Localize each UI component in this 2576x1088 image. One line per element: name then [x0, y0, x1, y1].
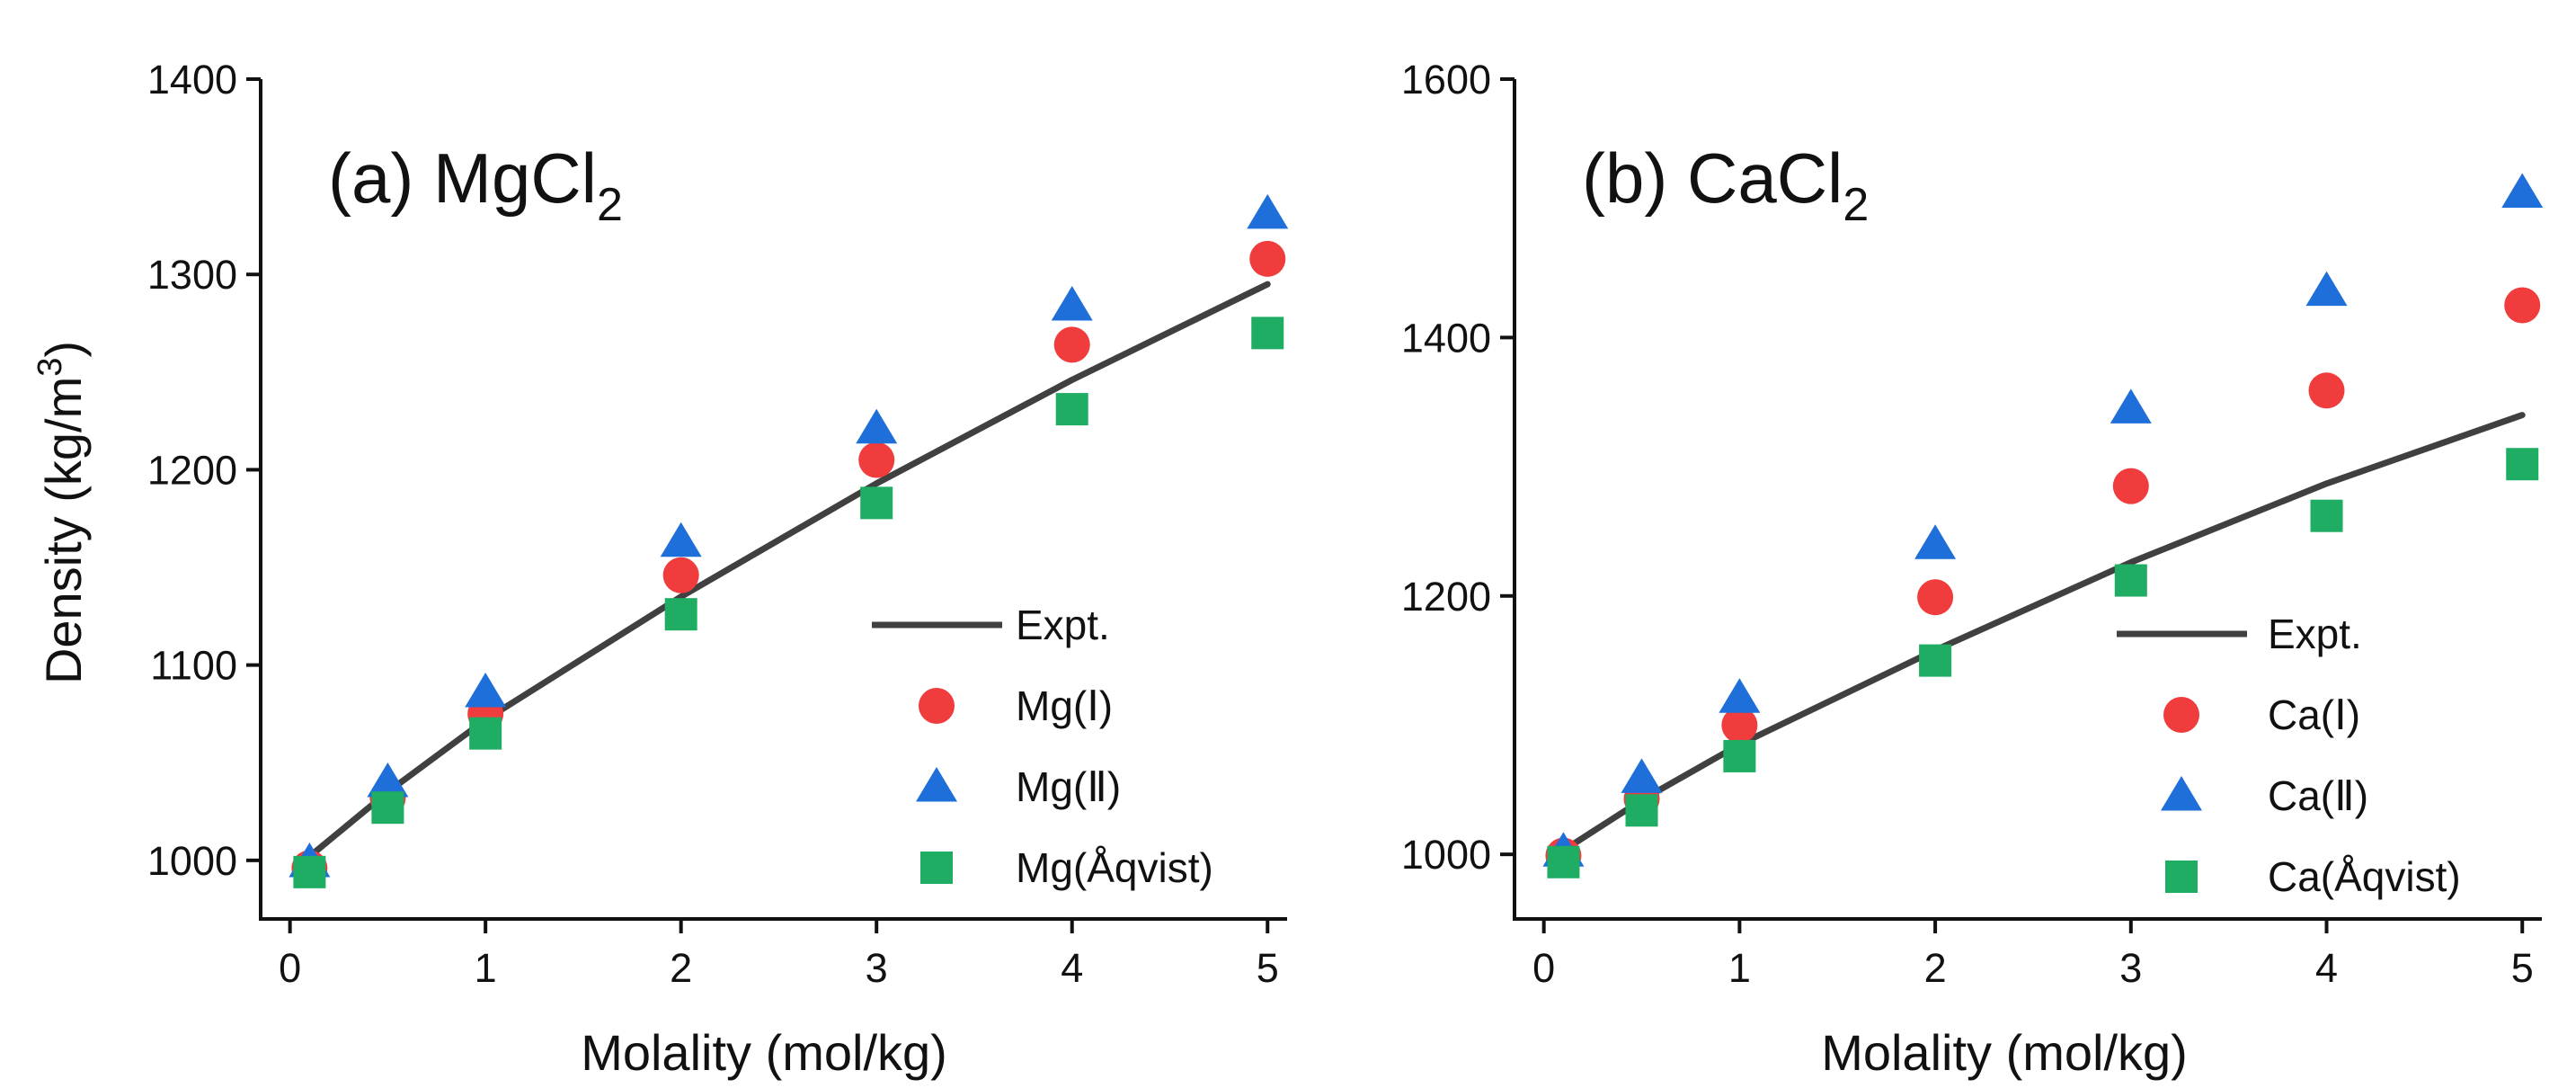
panel-a-mgcl2: (a) MgCl2 Molality (mol/kg) 0 1 2 3 4 5 1000 11… — [147, 57, 1289, 1081]
x-tick-label: 0 — [279, 945, 301, 991]
legend-swatch-mg — [916, 767, 957, 802]
point-mg — [856, 408, 898, 444]
legend-label-ca: Ca(Ⅰ) — [2268, 691, 2360, 738]
series-line-expt — [306, 281, 1271, 860]
point-mg-qvist — [860, 486, 893, 520]
y-tick-label: 1100 — [150, 643, 237, 689]
point-ca — [1621, 758, 1663, 793]
y-tick-label: 1600 — [1401, 57, 1491, 103]
point-mg — [660, 522, 702, 557]
panel-a-title: (a) MgCl2 — [328, 138, 623, 231]
series-line-expt — [1559, 412, 2526, 854]
point-ca — [2504, 287, 2541, 324]
x-tick-label: 4 — [1061, 945, 1083, 991]
point-ca-qvist — [1547, 845, 1580, 878]
point-mg-qvist — [1055, 393, 1088, 426]
point-mg — [1053, 326, 1090, 363]
legend-label-ca-qvist: Ca(Åqvist) — [2268, 853, 2461, 900]
y-tick-label: 1200 — [147, 447, 237, 493]
axes-frame — [1513, 79, 2542, 921]
point-ca — [2110, 388, 2152, 424]
point-ca — [1917, 579, 1954, 616]
y-tick-label: 1400 — [1401, 315, 1491, 361]
point-ca-qvist — [1723, 739, 1756, 772]
point-mg — [367, 762, 409, 798]
point-mg-qvist — [293, 855, 326, 888]
axes-frame — [259, 79, 1287, 921]
point-ca-qvist — [2114, 564, 2147, 597]
x-tick-label: 3 — [2119, 945, 2142, 991]
panel-b-title: (b) CaCl2 — [1582, 138, 1869, 231]
point-mg — [1051, 285, 1093, 321]
point-mg-qvist — [371, 791, 404, 825]
point-ca — [1719, 678, 1761, 713]
point-ca-qvist — [2506, 448, 2539, 481]
point-ca — [2305, 271, 2348, 307]
legend-swatch-mg — [919, 688, 955, 724]
y-axis-title: Density (kg/m3) — [31, 341, 92, 684]
legend-label-expt: Expt. — [2268, 611, 2362, 657]
legend-label-mg-qvist: Mg(Åqvist) — [1016, 844, 1213, 891]
legend-label-ca: Ca(Ⅱ) — [2268, 772, 2368, 819]
point-ca-qvist — [2310, 499, 2343, 532]
point-mg-qvist — [1251, 317, 1284, 350]
point-mg — [1247, 193, 1289, 229]
point-ca — [1721, 707, 1758, 744]
legend-swatch-ca — [2163, 697, 2199, 733]
point-mg — [662, 557, 699, 593]
point-mg — [465, 673, 507, 708]
x-tick-label: 1 — [475, 945, 497, 991]
point-mg — [1249, 240, 1286, 277]
panel-b-x-axis-title: Molality (mol/kg) — [1821, 1024, 2188, 1081]
legend-swatch-ca — [2161, 776, 2202, 811]
legend-label-mg: Mg(Ⅱ) — [1016, 763, 1121, 810]
point-ca-qvist — [1919, 644, 1952, 677]
point-ca — [2501, 173, 2544, 208]
point-mg — [858, 441, 895, 478]
x-tick-label: 4 — [2315, 945, 2338, 991]
legend-swatch-mg-qvist — [920, 852, 953, 884]
y-tick-label: 1300 — [147, 252, 237, 298]
point-ca — [1914, 524, 1957, 559]
x-tick-label: 5 — [1257, 945, 1279, 991]
y-tick-label: 1000 — [1401, 832, 1491, 878]
point-ca — [2112, 468, 2149, 504]
legend-label-expt: Expt. — [1016, 602, 1110, 648]
x-tick-label: 1 — [1728, 945, 1751, 991]
legend-swatch-ca-qvist — [2165, 861, 2198, 893]
panel-a-x-axis-title: Molality (mol/kg) — [581, 1024, 947, 1081]
point-mg-qvist — [469, 717, 502, 750]
x-tick-label: 2 — [670, 945, 692, 991]
panel-b-cacl2: (b) CaCl2 Molality (mol/kg) 0 1 2 3 4 5 1000 12… — [1401, 57, 2544, 1081]
point-ca — [2308, 372, 2345, 409]
point-mg-qvist — [664, 598, 697, 631]
x-tick-label: 3 — [866, 945, 888, 991]
y-tick-label: 1000 — [147, 838, 237, 884]
point-ca-qvist — [1625, 794, 1658, 827]
y-tick-label: 1400 — [147, 57, 237, 103]
x-tick-label: 5 — [2511, 945, 2534, 991]
legend-label-mg: Mg(Ⅰ) — [1016, 682, 1113, 729]
x-tick-label: 2 — [1924, 945, 1947, 991]
y-tick-label: 1200 — [1401, 574, 1491, 620]
x-tick-label: 0 — [1532, 945, 1555, 991]
